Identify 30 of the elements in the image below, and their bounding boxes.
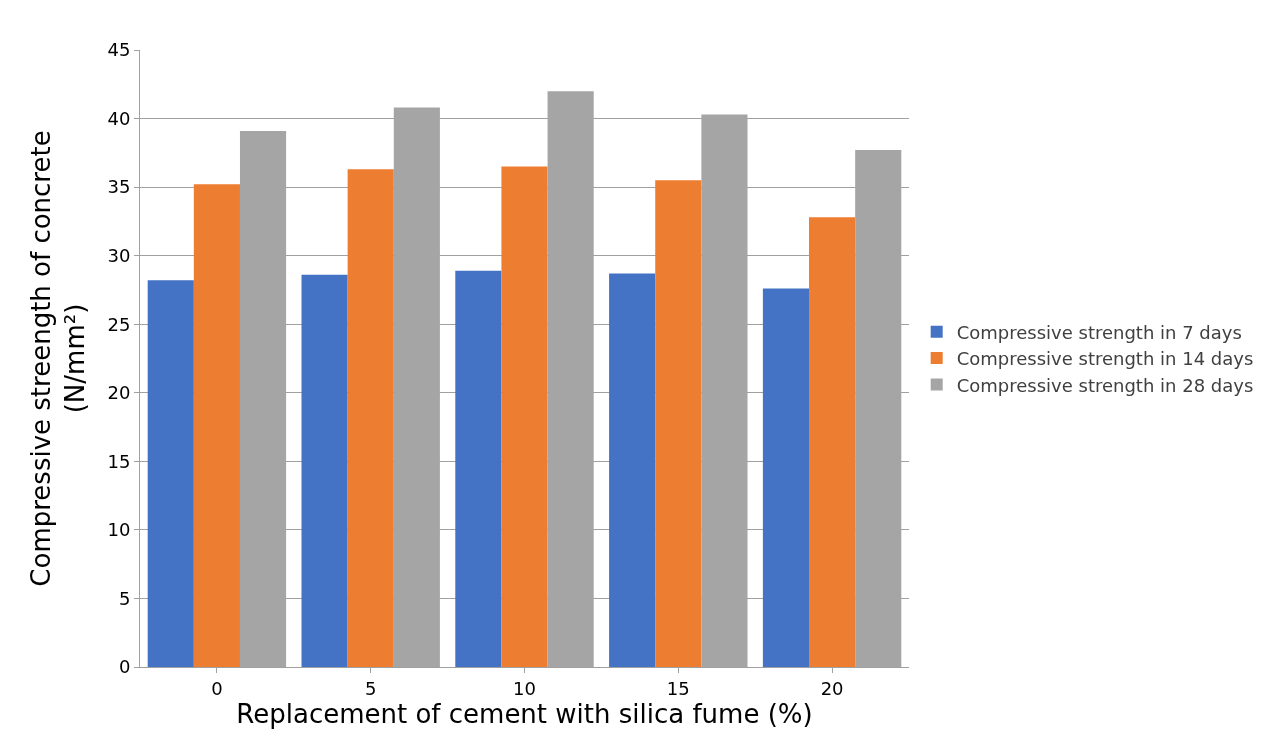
bar: [655, 180, 702, 667]
y-tick-label: 0: [118, 656, 131, 678]
bar: [301, 274, 348, 667]
y-tick-label: 5: [118, 587, 131, 609]
y-tick-label: 25: [107, 313, 131, 335]
bar: [347, 169, 394, 667]
y-tick-label: 20: [107, 382, 131, 404]
x-tick-label: 15: [666, 677, 690, 699]
legend-label: Compressive strength in 7 days: [956, 321, 1242, 343]
bar: [609, 273, 656, 667]
x-tick-label: 10: [513, 677, 536, 699]
legend-label: Compressive strength in 14 days: [956, 348, 1254, 370]
y-tick-label: 35: [107, 176, 131, 198]
bar: [147, 280, 194, 667]
x-axis-title: Replacement of cement with silica fume (%): [236, 698, 813, 729]
legend-label: Compressive strength in 28 days: [956, 374, 1254, 396]
y-tick-label: 45: [107, 39, 131, 61]
bar: [809, 217, 856, 667]
y-tick-label: 15: [107, 450, 131, 472]
x-tick-label: 5: [364, 677, 377, 699]
x-tick-label: 20: [820, 677, 844, 699]
bar: [193, 184, 240, 667]
y-tick-label: 30: [107, 244, 131, 266]
y-axis-title: Compressive streength of concrete (N/mm²): [26, 130, 90, 587]
y-tick-label: 10: [107, 519, 131, 541]
bar: [501, 166, 548, 667]
bar: [455, 270, 502, 667]
bar: [762, 288, 810, 667]
y-tick-label: 40: [107, 107, 131, 129]
x-tick-label: 0: [211, 677, 223, 699]
